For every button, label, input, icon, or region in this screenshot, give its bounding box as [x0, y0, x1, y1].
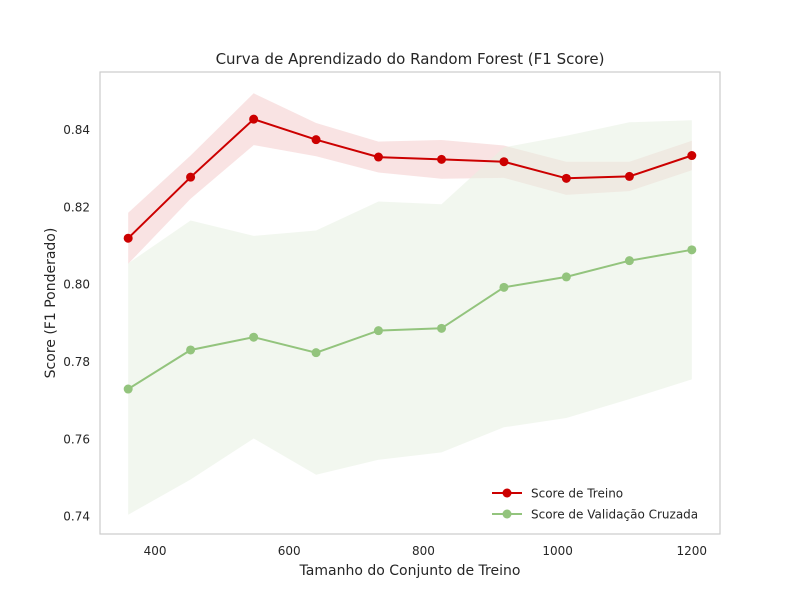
- train-point: [561, 173, 571, 183]
- train-point: [373, 152, 383, 162]
- x-tick-label: 400: [144, 544, 167, 558]
- validation-point: [186, 345, 196, 355]
- x-axis-label: Tamanho do Conjunto de Treino: [299, 563, 521, 579]
- series-lines: [127, 118, 693, 390]
- plot-area: [99, 71, 721, 535]
- validation-point: [311, 348, 321, 358]
- legend-validation-label: Score de Validação Cruzada: [531, 508, 698, 522]
- x-tick-label: 1000: [542, 544, 573, 558]
- train-point: [123, 233, 133, 243]
- legend-train-marker: [502, 488, 512, 498]
- validation-point: [624, 256, 634, 266]
- chart-title: Curva de Aprendizado do Random Forest (F…: [216, 50, 605, 68]
- legend-validation-marker: [502, 509, 512, 519]
- validation-point: [437, 323, 447, 333]
- y-tick-label: 0.76: [63, 432, 90, 446]
- validation-point: [687, 245, 697, 255]
- validation-point: [123, 384, 133, 394]
- confidence-bands: [128, 93, 692, 515]
- train-point: [499, 157, 509, 167]
- validation-series-line: [127, 248, 692, 390]
- train-point: [249, 114, 259, 124]
- y-tick-label: 0.82: [63, 200, 90, 214]
- y-tick-label: 0.80: [63, 278, 90, 292]
- train-point: [687, 151, 697, 161]
- validation-confidence-band: [128, 120, 692, 515]
- validation-point: [249, 332, 259, 342]
- x-tick-label: 600: [278, 544, 301, 558]
- train-point: [311, 135, 321, 145]
- train-confidence-band: [128, 93, 692, 264]
- train-series-line: [127, 118, 693, 239]
- x-axis-ticks: 400 600 800 1000 1200: [144, 544, 708, 558]
- legend-train-label: Score de Treino: [531, 487, 623, 501]
- y-tick-label: 0.84: [63, 123, 90, 137]
- x-tick-label: 800: [412, 544, 435, 558]
- train-point: [186, 172, 196, 182]
- y-tick-label: 0.74: [63, 510, 90, 524]
- x-tick-label: 1200: [677, 544, 708, 558]
- y-tick-label: 0.78: [63, 355, 90, 369]
- legend: Score de Treino Score de Validação Cruzad…: [492, 487, 698, 522]
- validation-point: [499, 282, 509, 292]
- y-axis-label: Score (F1 Ponderado): [43, 228, 59, 379]
- train-point: [624, 171, 634, 181]
- train-point: [437, 154, 447, 164]
- validation-point: [373, 326, 383, 336]
- validation-point: [561, 272, 571, 282]
- series-points: [123, 114, 697, 394]
- y-axis-ticks: 0.74 0.76 0.78 0.80 0.82 0.84: [63, 123, 90, 524]
